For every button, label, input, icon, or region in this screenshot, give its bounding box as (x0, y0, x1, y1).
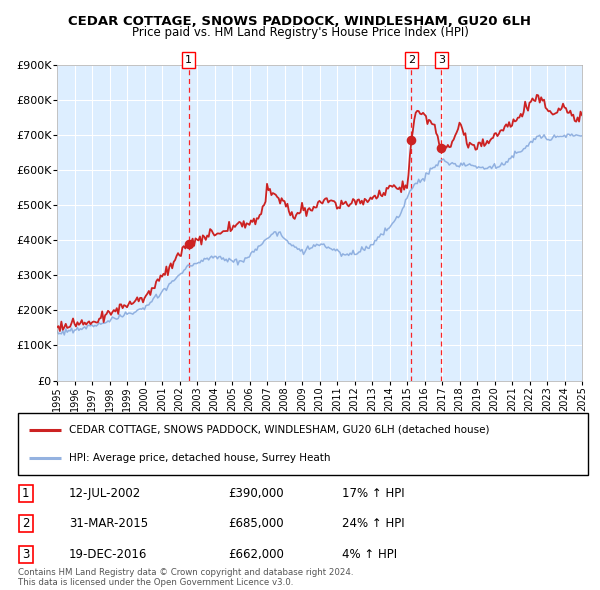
Text: 2: 2 (408, 55, 415, 65)
Text: 19-DEC-2016: 19-DEC-2016 (69, 548, 148, 560)
Text: CEDAR COTTAGE, SNOWS PADDOCK, WINDLESHAM, GU20 6LH (detached house): CEDAR COTTAGE, SNOWS PADDOCK, WINDLESHAM… (70, 425, 490, 435)
Text: £662,000: £662,000 (228, 548, 284, 560)
Point (407, 136, 416, 145)
Text: 17% ↑ HPI: 17% ↑ HPI (342, 487, 404, 500)
Text: Price paid vs. HM Land Registry's House Price Index (HPI): Price paid vs. HM Land Registry's House … (131, 26, 469, 39)
Text: £390,000: £390,000 (228, 487, 284, 500)
Text: 3: 3 (438, 55, 445, 65)
Text: £685,000: £685,000 (228, 517, 284, 530)
Point (184, 239, 194, 248)
Text: Contains HM Land Registry data © Crown copyright and database right 2024.
This d: Contains HM Land Registry data © Crown c… (18, 568, 353, 587)
Text: HPI: Average price, detached house, Surrey Heath: HPI: Average price, detached house, Surr… (70, 453, 331, 463)
Text: 4% ↑ HPI: 4% ↑ HPI (342, 548, 397, 560)
Text: 2: 2 (22, 517, 29, 530)
Text: 1: 1 (185, 55, 192, 65)
Text: 1: 1 (22, 487, 29, 500)
Text: 31-MAR-2015: 31-MAR-2015 (69, 517, 148, 530)
Point (437, 143, 446, 153)
Text: CEDAR COTTAGE, SNOWS PADDOCK, WINDLESHAM, GU20 6LH: CEDAR COTTAGE, SNOWS PADDOCK, WINDLESHAM… (68, 15, 532, 28)
Text: 12-JUL-2002: 12-JUL-2002 (69, 487, 141, 500)
Text: 24% ↑ HPI: 24% ↑ HPI (342, 517, 404, 530)
Text: 3: 3 (22, 548, 29, 560)
